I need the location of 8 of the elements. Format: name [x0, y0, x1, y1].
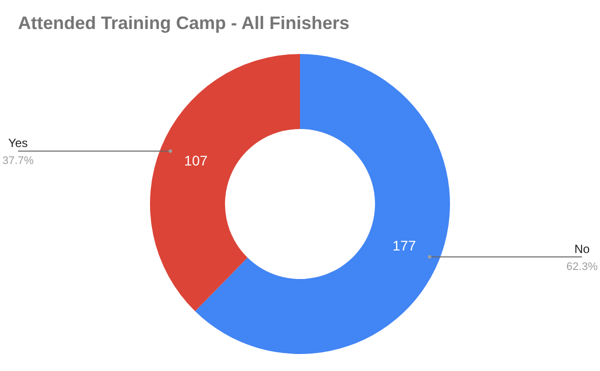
- text: 37.7%: [2, 155, 34, 168]
- data-label: 107: [184, 152, 208, 169]
- donut-slice: [150, 54, 300, 312]
- slice-label: Yes: [8, 136, 28, 150]
- slice-label: No: [574, 242, 590, 256]
- chart-title: Attended Training Camp - All Finishers: [18, 13, 350, 33]
- data-label: 177: [392, 237, 416, 254]
- text: 62.3%: [566, 260, 598, 273]
